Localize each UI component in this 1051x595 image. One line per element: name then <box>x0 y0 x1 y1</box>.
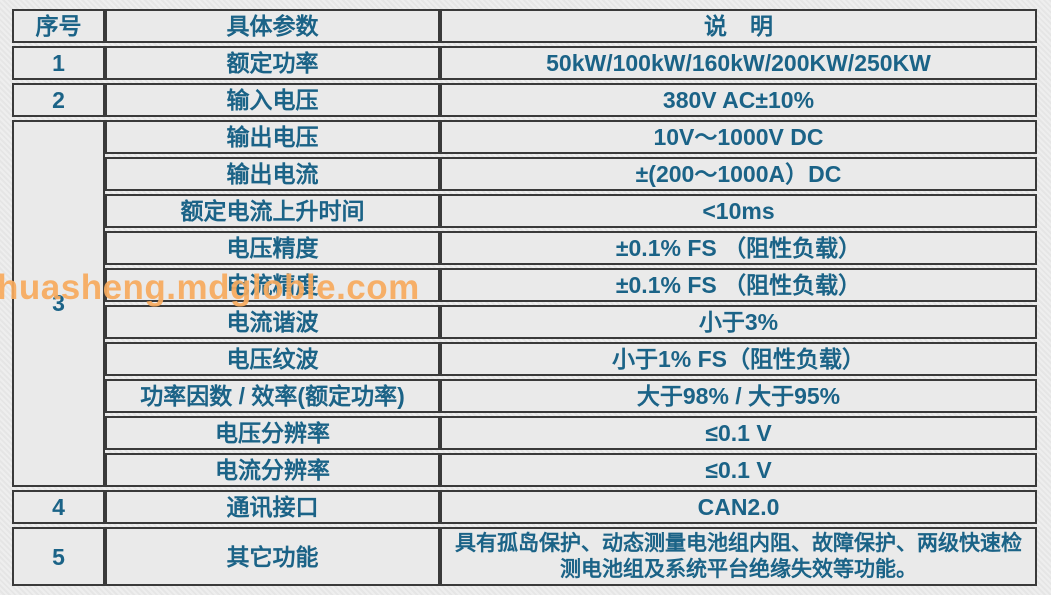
desc-comm-interface: CAN2.0 <box>440 490 1037 524</box>
table-row-voltage-accuracy: 电压精度 ±0.1% FS （阻性负载） <box>12 231 1037 265</box>
param-comm-interface: 通讯接口 <box>105 490 440 524</box>
desc-current-harmonics: 小于3% <box>440 305 1037 339</box>
table-row-current-accuracy: 电流精度 ±0.1% FS （阻性负载） <box>12 268 1037 302</box>
table-row-input-voltage: 2 输入电压 380V AC±10% <box>12 83 1037 117</box>
table-row-current-rise-time: 额定电流上升时间 <10ms <box>12 194 1037 228</box>
desc-current-rise-time: <10ms <box>440 194 1037 228</box>
table-row-power-factor-efficiency: 功率因数 / 效率(额定功率) 大于98% / 大于95% <box>12 379 1037 413</box>
table-row-current-resolution: 电流分辨率 ≤0.1 V <box>12 453 1037 487</box>
seq-cell-1: 1 <box>12 46 105 80</box>
header-desc: 说 明 <box>440 9 1037 43</box>
desc-rated-power: 50kW/100kW/160kW/200KW/250KW <box>440 46 1037 80</box>
desc-input-voltage: 380V AC±10% <box>440 83 1037 117</box>
desc-voltage-ripple: 小于1% FS（阻性负载） <box>440 342 1037 376</box>
table-row-voltage-resolution: 电压分辨率 ≤0.1 V <box>12 416 1037 450</box>
seq-cell-2: 2 <box>12 83 105 117</box>
table-row-output-voltage: 3 输出电压 10V～1000V DC <box>12 120 1037 487</box>
param-current-resolution: 电流分辨率 <box>105 453 440 487</box>
desc-voltage-resolution: ≤0.1 V <box>440 416 1037 450</box>
param-output-voltage: 输出电压 <box>105 120 440 154</box>
desc-output-voltage: 10V～1000V DC <box>440 120 1037 154</box>
param-voltage-resolution: 电压分辨率 <box>105 416 440 450</box>
table-row-output-current: 输出电流 ±(200～1000A）DC <box>12 157 1037 191</box>
param-current-rise-time: 额定电流上升时间 <box>105 194 440 228</box>
desc-current-resolution: ≤0.1 V <box>440 453 1037 487</box>
seq-cell-5: 5 <box>12 527 105 587</box>
param-rated-power: 额定功率 <box>105 46 440 80</box>
param-current-harmonics: 电流谐波 <box>105 305 440 339</box>
param-input-voltage: 输入电压 <box>105 83 440 117</box>
seq-cell-3: 3 <box>12 120 105 487</box>
table-row-other-functions: 5 其它功能 具有孤岛保护、动态测量电池组内阻、故障保护、两级快速检测电池组及系… <box>12 527 1037 587</box>
param-power-factor-efficiency: 功率因数 / 效率(额定功率) <box>105 379 440 413</box>
seq-cell-4: 4 <box>12 490 105 524</box>
param-voltage-ripple: 电压纹波 <box>105 342 440 376</box>
header-param: 具体参数 <box>105 9 440 43</box>
desc-voltage-accuracy: ±0.1% FS （阻性负载） <box>440 231 1037 265</box>
table-row-voltage-ripple: 电压纹波 小于1% FS（阻性负载） <box>12 342 1037 376</box>
spec-table: 序号 具体参数 说 明 1 额定功率 50kW/100kW/160kW/200K… <box>12 6 1037 589</box>
header-seq: 序号 <box>12 9 105 43</box>
param-current-accuracy: 电流精度 <box>105 268 440 302</box>
table-row-comm-interface: 4 通讯接口 CAN2.0 <box>12 490 1037 524</box>
param-other-functions: 其它功能 <box>105 527 440 587</box>
desc-power-factor-efficiency: 大于98% / 大于95% <box>440 379 1037 413</box>
desc-current-accuracy: ±0.1% FS （阻性负载） <box>440 268 1037 302</box>
table-row-current-harmonics: 电流谐波 小于3% <box>12 305 1037 339</box>
table-row-rated-power: 1 额定功率 50kW/100kW/160kW/200KW/250KW <box>12 46 1037 80</box>
param-voltage-accuracy: 电压精度 <box>105 231 440 265</box>
desc-output-current: ±(200～1000A）DC <box>440 157 1037 191</box>
header-row: 序号 具体参数 说 明 <box>12 9 1037 43</box>
desc-other-functions: 具有孤岛保护、动态测量电池组内阻、故障保护、两级快速检测电池组及系统平台绝缘失效… <box>440 527 1037 587</box>
param-output-current: 输出电流 <box>105 157 440 191</box>
